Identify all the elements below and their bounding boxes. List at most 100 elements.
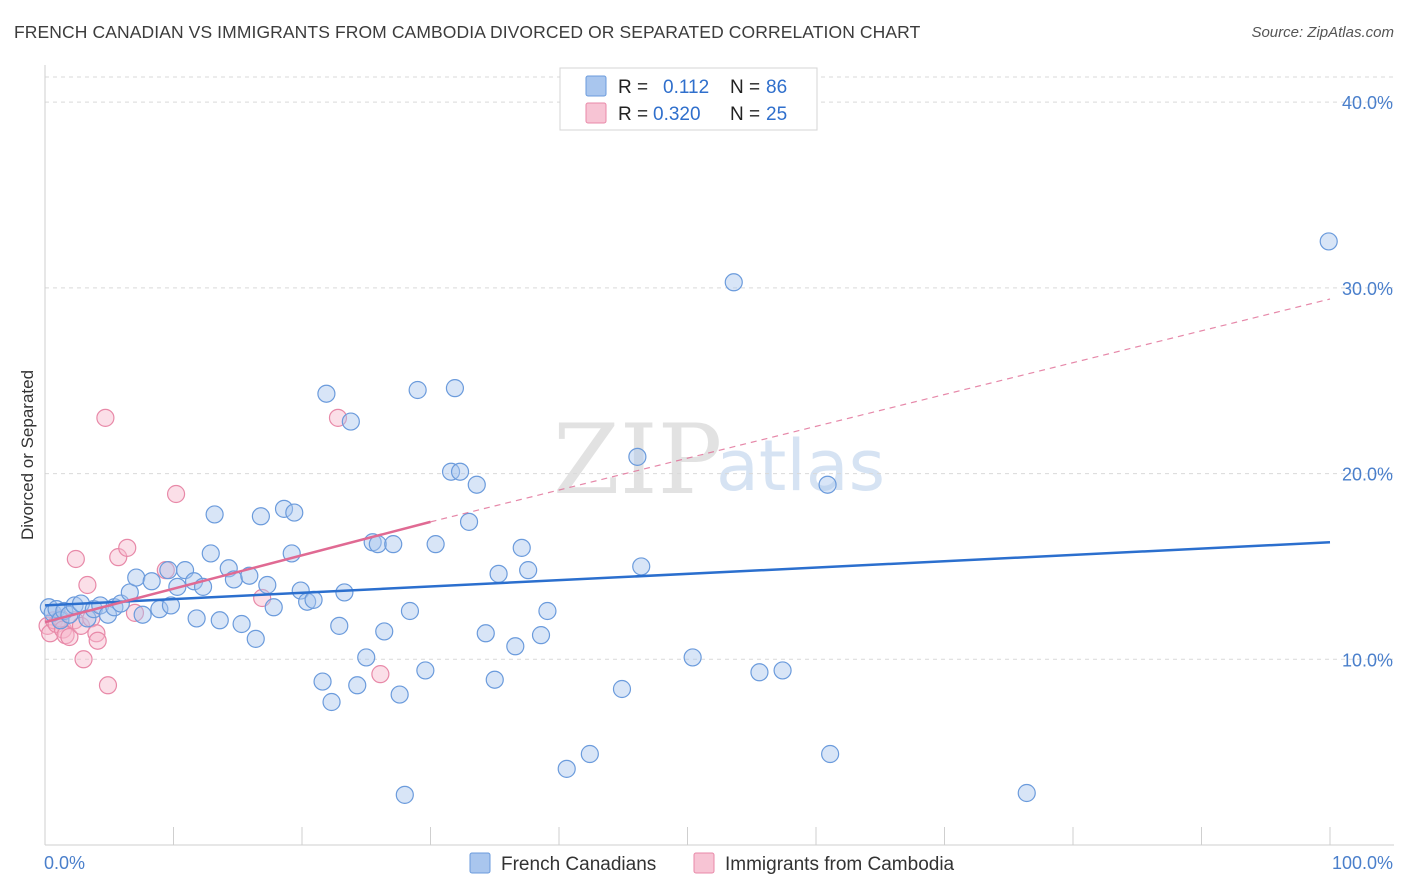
french-canadian-point-32: [240, 566, 259, 585]
cambodia-point-19: [118, 538, 137, 557]
french-canadian-point-67: [485, 670, 504, 689]
cambodia-point-11: [74, 650, 93, 669]
french-canadian-point-47: [335, 583, 354, 602]
watermark: ZIP atlas: [553, 404, 885, 516]
french-canadian-point-80: [724, 273, 743, 292]
french-canadian-point-53: [375, 622, 394, 641]
legend-n-value-blue: 86: [766, 77, 787, 98]
french-canadian-point-72: [531, 626, 551, 645]
french-canadian-point-73: [538, 601, 557, 621]
cambodia-point-15: [88, 631, 107, 650]
french-canadian-point-82: [773, 661, 792, 680]
french-canadian-point-36: [264, 598, 283, 617]
french-canadian-point-59: [416, 661, 435, 680]
legend-r-value-blue: 0.112: [663, 77, 709, 98]
french-canadian-point-44: [317, 384, 336, 403]
french-canadian-point-19: [159, 561, 178, 580]
french-canadian-points: [39, 232, 1338, 804]
trend-line-french-canadians: [44, 541, 1331, 607]
y-tick-label-2: 30.0%: [1342, 279, 1393, 299]
french-canadian-point-24: [187, 609, 206, 628]
legend-swatch-pink: [585, 102, 607, 124]
french-canadian-point-76: [612, 679, 632, 699]
x-tick-label-max: 100.0%: [1332, 853, 1393, 873]
french-canadian-point-71: [519, 561, 538, 580]
french-canadian-point-16: [133, 605, 152, 624]
french-canadian-point-84: [821, 744, 840, 764]
french-canadian-point-54: [384, 535, 403, 554]
french-canadian-point-39: [285, 503, 304, 522]
cambodia-point-25: [371, 665, 390, 684]
french-canadian-point-43: [313, 672, 332, 691]
legend-r-label-pink: R =: [618, 104, 648, 125]
french-canadian-point-50: [357, 648, 376, 667]
french-canadian-point-60: [426, 535, 445, 554]
french-canadian-point-20: [161, 596, 181, 615]
series-legend-label-blue: French Canadians: [501, 854, 656, 875]
legend-r-value-pink: 0.320: [653, 104, 701, 125]
french-canadian-point-68: [489, 564, 508, 583]
french-canadian-point-69: [506, 637, 525, 656]
french-canadian-point-55: [390, 685, 409, 704]
legend-n-label-pink: N =: [730, 104, 760, 125]
series-legend-swatch-blue: [469, 852, 491, 874]
french-canadian-point-56: [395, 785, 414, 804]
cambodia-point-12: [78, 575, 97, 595]
trend-line-cambodia-extension: [430, 298, 1331, 523]
cambodia-points: [38, 408, 390, 695]
french-canadian-point-62: [445, 379, 465, 398]
french-canadian-point-40: [291, 581, 310, 600]
series-legend-swatch-pink: [693, 852, 715, 874]
y-tick-label-0: 10.0%: [1342, 650, 1393, 670]
cambodia-point-7: [60, 627, 79, 647]
cambodia-point-14: [87, 624, 106, 643]
french-canadian-point-31: [232, 614, 251, 634]
legend-swatch-blue: [585, 75, 607, 97]
french-canadian-point-57: [400, 601, 420, 621]
french-canadian-point-17: [142, 572, 161, 591]
french-canadian-point-70: [512, 538, 531, 557]
french-canadian-point-75: [580, 744, 599, 764]
french-canadian-point-45: [322, 692, 341, 712]
x-tick-label-min: 0.0%: [44, 853, 85, 873]
trend-line-cambodia: [44, 520, 431, 624]
watermark-zip: ZIP: [553, 404, 722, 516]
chart-title: FRENCH CANADIAN VS IMMIGRANTS FROM CAMBO…: [14, 22, 921, 42]
y-tick-labels: 10.0% 20.0% 30.0% 40.0%: [1342, 93, 1393, 670]
french-canadian-point-26: [201, 544, 220, 563]
cambodia-point-22: [166, 484, 186, 504]
series-legend: French Canadians Immigrants from Cambodi…: [469, 852, 955, 875]
french-canadian-point-83: [818, 475, 837, 494]
french-canadian-point-64: [459, 512, 479, 531]
series-legend-label-pink: Immigrants from Cambodia: [725, 854, 955, 875]
french-canadian-point-28: [210, 611, 229, 630]
french-canadian-point-35: [258, 575, 277, 595]
french-canadian-point-27: [205, 505, 224, 524]
french-canadian-point-15: [127, 568, 146, 587]
french-canadian-point-85: [1017, 783, 1036, 803]
french-canadian-point-65: [467, 475, 486, 494]
french-canadian-point-74: [557, 759, 576, 778]
french-canadian-point-33: [246, 629, 265, 648]
legend-r-label-blue: R =: [618, 77, 648, 98]
french-canadian-point-58: [408, 380, 427, 400]
axes: [44, 65, 1394, 846]
watermark-atlas: atlas: [716, 425, 885, 507]
legend-n-label-blue: N =: [730, 77, 760, 98]
cambodia-point-9: [66, 549, 85, 569]
french-canadian-point-79: [683, 648, 702, 667]
y-tick-label-3: 40.0%: [1342, 93, 1393, 113]
french-canadian-point-78: [632, 557, 651, 576]
y-tick-label-1: 20.0%: [1342, 465, 1393, 485]
french-canadian-point-77: [628, 447, 647, 466]
legend-n-value-pink: 25: [766, 104, 787, 125]
source-label: Source: ZipAtlas.com: [1251, 24, 1394, 41]
cambodia-point-17: [96, 408, 115, 427]
french-canadian-point-63: [450, 462, 470, 481]
french-canadian-point-37: [274, 499, 294, 518]
french-canadian-point-48: [341, 412, 360, 431]
french-canadian-point-86: [1319, 232, 1338, 251]
french-canadian-point-34: [251, 507, 270, 526]
french-canadian-point-42: [304, 590, 323, 609]
